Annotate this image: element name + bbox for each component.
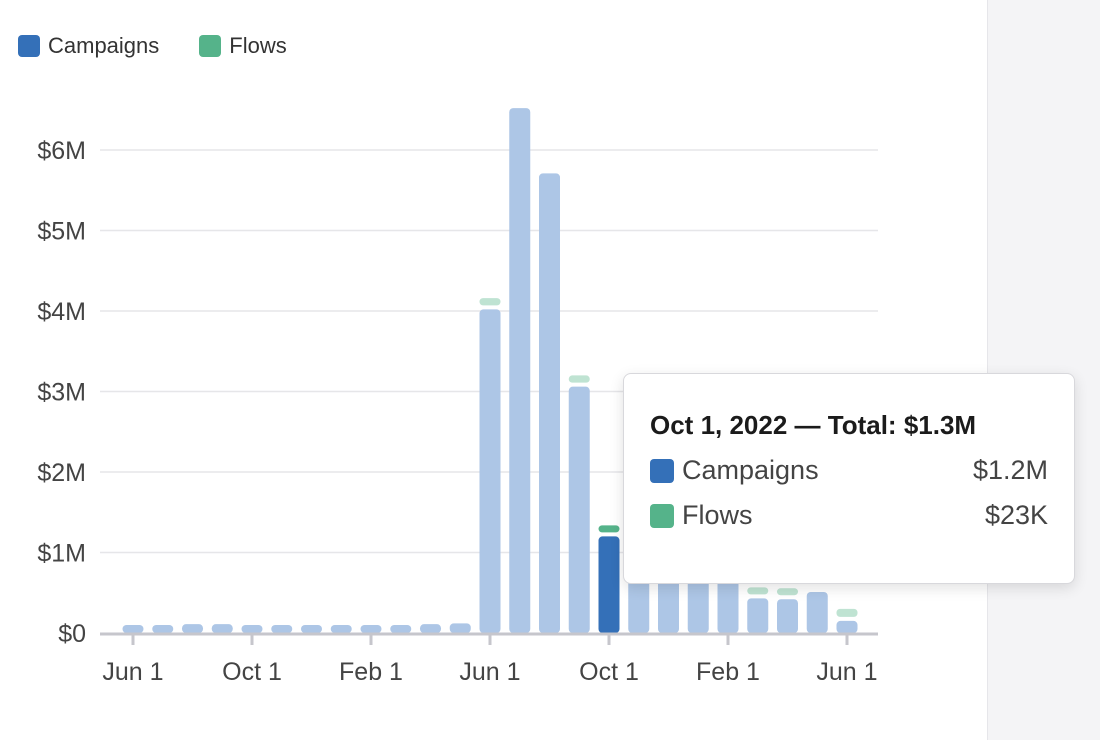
flows-bar[interactable] — [568, 375, 590, 383]
flows-bar[interactable] — [479, 298, 501, 306]
campaigns-bar[interactable] — [271, 625, 293, 633]
campaigns-bar[interactable] — [479, 309, 501, 633]
campaigns-bar[interactable] — [836, 620, 858, 633]
tooltip-row-campaigns: Campaigns $1.2M — [650, 455, 1048, 486]
campaigns-bar[interactable] — [182, 624, 203, 633]
tooltip-value: $23K — [984, 500, 1048, 530]
x-tick-label: Jun 1 — [459, 658, 520, 686]
tooltip-value: $1.2M — [972, 455, 1048, 485]
legend-item-flows[interactable]: Flows — [199, 33, 287, 59]
campaigns-bar[interactable] — [598, 536, 620, 633]
x-tick-label: Feb 1 — [339, 658, 403, 686]
campaigns-bar[interactable] — [747, 598, 769, 633]
flows-swatch — [650, 503, 674, 528]
y-tick-label: $6M — [37, 137, 86, 165]
campaigns-swatch — [650, 458, 674, 483]
campaigns-bar[interactable] — [390, 624, 412, 633]
y-tick-label: $3M — [37, 379, 86, 407]
flows-bar[interactable] — [598, 525, 620, 533]
campaigns-bar[interactable] — [360, 624, 382, 633]
tooltip-label: Campaigns — [682, 455, 819, 485]
campaigns-bar[interactable] — [241, 624, 263, 633]
flows-bar[interactable] — [836, 608, 858, 617]
campaigns-bar[interactable] — [509, 108, 531, 633]
y-tick-label: $4M — [37, 298, 86, 326]
legend-item-campaigns[interactable]: Campaigns — [18, 33, 159, 59]
campaigns-bar[interactable] — [568, 386, 590, 633]
chart-tooltip: Oct 1, 2022 — Total: $1.3M Campaigns $1.… — [623, 373, 1075, 584]
campaigns-bar[interactable] — [152, 624, 174, 633]
campaigns-bar[interactable] — [122, 624, 144, 633]
legend-label: Flows — [229, 33, 287, 58]
y-tick-label: $1M — [37, 540, 86, 568]
x-tick-label: Oct 1 — [222, 658, 282, 686]
y-tick-label: $5M — [37, 218, 86, 246]
legend-label: Campaigns — [48, 33, 160, 58]
flows-bar[interactable] — [747, 587, 769, 595]
y-tick-label: $0 — [58, 620, 86, 648]
tooltip-row-flows: Flows $23K — [650, 500, 1048, 531]
y-tick-label: $2M — [37, 459, 86, 487]
campaigns-bar[interactable] — [777, 599, 798, 633]
x-tick-label: Oct 1 — [579, 658, 639, 686]
side-panel — [987, 0, 1100, 740]
flows-bar[interactable] — [777, 588, 798, 596]
x-tick-label: Jun 1 — [102, 658, 163, 686]
campaigns-bar[interactable] — [806, 591, 828, 633]
bar-chart: $0 $1M $2M $3M $4M $5M $6M Jun 1 Oct 1 Feb 1 Jun 1… — [37, 108, 878, 686]
campaigns-bar[interactable] — [420, 624, 441, 633]
x-tick-label: Feb 1 — [696, 658, 760, 686]
tooltip-label: Flows — [682, 500, 753, 530]
tooltip-title: Oct 1, 2022 — Total: $1.3M — [650, 410, 977, 440]
chart-legend: Campaigns Flows — [18, 33, 287, 59]
campaigns-bar[interactable] — [301, 624, 322, 633]
campaigns-bar[interactable] — [330, 625, 352, 633]
x-tick-label: Jun 1 — [816, 658, 877, 686]
campaigns-bar[interactable] — [211, 624, 233, 633]
campaigns-bar[interactable] — [449, 623, 471, 633]
campaigns-bar[interactable] — [539, 173, 560, 633]
flows-swatch — [199, 35, 222, 57]
campaigns-swatch — [18, 35, 40, 57]
